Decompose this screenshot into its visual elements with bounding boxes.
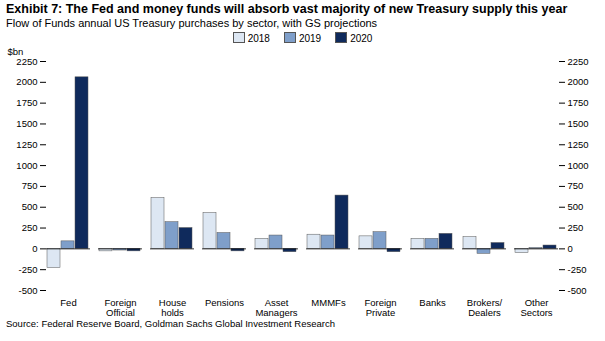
svg-text:$bn: $bn [8,46,24,57]
svg-text:2250: 2250 [16,55,38,67]
svg-text:0: 0 [32,243,37,254]
svg-text:250: 250 [22,222,38,233]
svg-text:-500: -500 [18,285,37,296]
svg-text:750: 750 [568,180,584,191]
html-text:2018: 2018 [247,33,270,44]
svg-text:250: 250 [568,222,584,233]
svg-text:0: 0 [568,243,573,254]
svg-text:ForeignPrivate: ForeignPrivate [364,297,396,318]
svg-text:1750: 1750 [16,97,37,108]
svg-text:1000: 1000 [16,160,37,171]
svg-text:2000: 2000 [568,76,589,87]
svg-text:MMMFs: MMMFs [311,297,346,308]
svg-text:Pensions: Pensions [205,297,244,308]
svg-text:2250: 2250 [568,56,589,67]
svg-text:1250: 1250 [568,139,589,150]
svg-text:1750: 1750 [568,97,589,108]
html-text:2020: 2020 [350,33,373,44]
html-text:Flow of Funds annual US Treasu: Flow of Funds annual US Treasury purchas… [6,17,378,29]
svg-text:Fed: Fed [60,297,76,308]
svg-text:Banks: Banks [419,297,446,308]
svg-text:-500: -500 [568,285,587,296]
svg-text:1500: 1500 [568,118,589,129]
html-text:Source: Federal Reserve Board,: Source: Federal Reserve Board, Goldman S… [6,318,335,329]
svg-text:AssetManagers: AssetManagers [255,297,297,318]
svg-text:1250: 1250 [16,139,37,150]
svg-text:-250: -250 [18,264,37,275]
svg-text:500: 500 [568,201,584,212]
svg-text:OtherSectors: OtherSectors [520,297,552,318]
svg-text:ForeignOfficial: ForeignOfficial [104,297,136,318]
html-text:2019: 2019 [298,33,322,44]
svg-text:Brokers/Dealers: Brokers/Dealers [467,297,503,318]
svg-text:1000: 1000 [568,160,589,171]
svg-text:500: 500 [22,201,38,212]
svg-text:-250: -250 [568,264,587,275]
svg-text:Households: Households [159,297,186,318]
svg-text:2000: 2000 [16,76,37,87]
html-text:Exhibit 7: The Fed and money f: Exhibit 7: The Fed and money funds will … [6,2,568,16]
svg-text:750: 750 [22,180,38,191]
svg-text:1500: 1500 [16,118,37,129]
